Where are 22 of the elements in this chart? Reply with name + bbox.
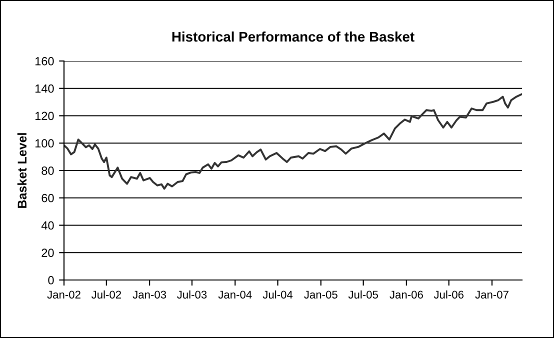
x-tick-label: Jul-05	[348, 290, 378, 299]
y-tick-label: 100	[35, 139, 54, 148]
x-tick-label: Jan-05	[304, 290, 338, 299]
y-tick-label: 80	[42, 166, 54, 175]
y-tick-label: 60	[42, 194, 54, 202]
x-tick-label: Jan-06	[390, 290, 423, 299]
y-tick-label: 140	[35, 84, 54, 93]
y-axis-title: Basket Level	[17, 133, 27, 208]
x-tick-label: Jul-06	[434, 290, 464, 299]
x-tick-label: Jul-04	[262, 290, 293, 299]
chart-title: Historical Performance of the Basket	[172, 31, 414, 42]
x-tick-label: Jan-07	[475, 290, 508, 299]
x-tick-label: Jul-02	[91, 290, 121, 299]
y-tick-label: 0	[48, 276, 54, 284]
y-tick-label: 120	[35, 112, 54, 120]
x-tick-label: Jan-04	[218, 290, 252, 299]
y-tick-label: 20	[42, 248, 54, 258]
x-tick-label: Jan-03	[132, 290, 166, 299]
y-tick-label: 40	[41, 221, 54, 230]
y-tick-label: 160	[35, 57, 54, 66]
x-tick-label: Jul-03	[177, 290, 207, 299]
x-tick-label: Jan-02	[47, 290, 80, 299]
